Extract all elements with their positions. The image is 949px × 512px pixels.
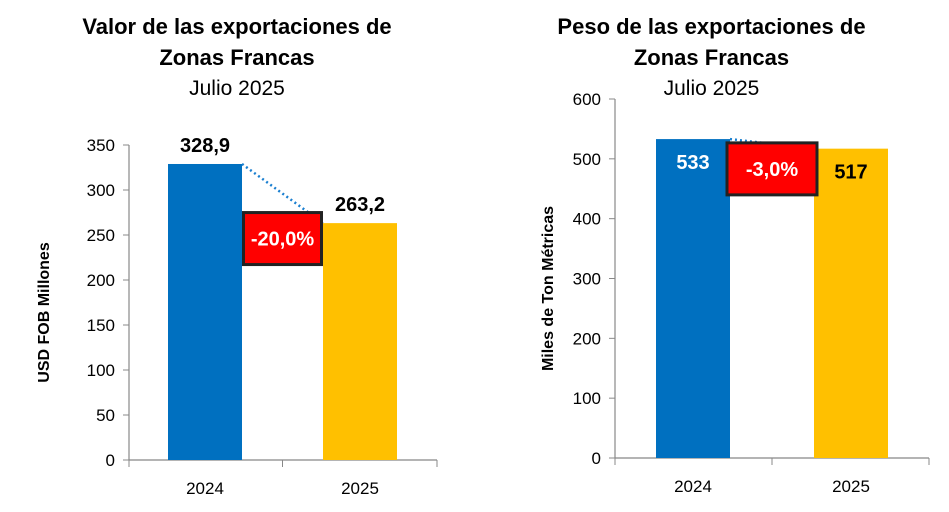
data-label: 533: [676, 152, 709, 174]
x-tick-label: 2025: [832, 477, 870, 496]
y-axis-label: USD FOB Millones: [36, 242, 53, 383]
x-tick-label: 2025: [341, 479, 379, 498]
change-label: -3,0%: [746, 159, 798, 181]
y-tick-label: 100: [87, 361, 115, 380]
y-tick-label: 300: [573, 270, 601, 289]
chart-title-line2: Zonas Francas: [159, 45, 315, 70]
chart-subtitle: Julio 2025: [663, 77, 760, 100]
chart-subtitle: Julio 2025: [189, 77, 285, 100]
y-tick-label: 100: [573, 389, 601, 408]
y-tick-label: 400: [573, 210, 601, 229]
y-tick-label: 250: [87, 226, 115, 245]
chart-title-line1: Peso de las exportaciones de: [557, 14, 866, 39]
y-tick-label: 350: [87, 136, 115, 155]
bar-2025: [814, 148, 888, 458]
y-tick-label: 0: [106, 451, 115, 470]
y-tick-label: 200: [573, 329, 601, 348]
y-tick-label: 500: [573, 150, 601, 169]
bar-2024: [656, 139, 730, 459]
value-bar-chart: 0 50 100 150 200 250 300 350 USD FOB Millones 202…: [36, 135, 438, 498]
chart-title-line1: Valor de las exportaciones de: [82, 14, 392, 39]
change-badge: [242, 211, 323, 267]
bar-2024: [168, 163, 242, 461]
x-tick-label: 2024: [674, 477, 712, 496]
data-label: 263,2: [335, 194, 385, 216]
y-tick-label: 600: [573, 90, 601, 109]
y-tick-label: 150: [87, 316, 115, 335]
change-badge: [725, 141, 819, 197]
y-tick-label: 200: [87, 271, 115, 290]
y-axis-label: Miles de Ton Métricas: [540, 206, 557, 371]
x-tick-label: 2024: [186, 479, 224, 498]
data-label: 328,9: [180, 135, 230, 157]
change-label: -20,0%: [251, 229, 315, 251]
chart-panel-weight: Peso de las exportaciones de Zonas Franc…: [474, 0, 949, 512]
y-tick-label: 300: [87, 181, 115, 200]
y-tick-label: 50: [96, 406, 115, 425]
data-label: 517: [834, 162, 867, 184]
y-tick-label: 0: [592, 449, 601, 468]
weight-bar-chart: 0 100 200 300 400 500 600 Miles de Ton Métricas…: [540, 90, 930, 496]
chart-panel-value: Valor de las exportaciones de Zonas Fran…: [0, 0, 474, 512]
trend-connector: [241, 162, 324, 225]
chart-title-line2: Zonas Francas: [633, 45, 790, 70]
bar-2025: [323, 223, 397, 460]
